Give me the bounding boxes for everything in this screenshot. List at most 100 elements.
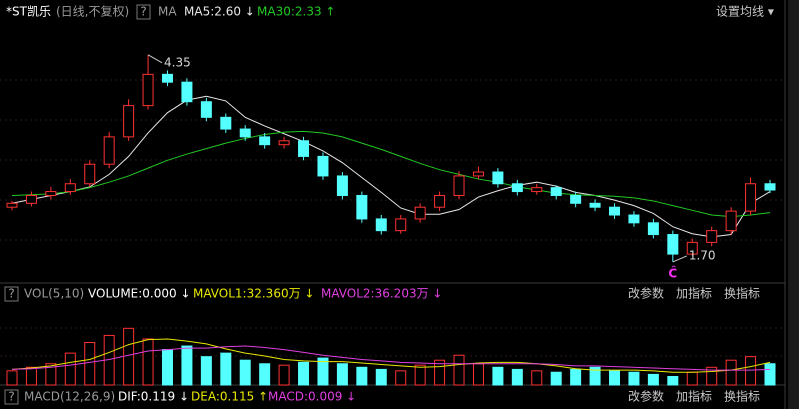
- volume-bar: [492, 366, 504, 386]
- candle-body: [531, 187, 543, 193]
- candle-body: [181, 81, 193, 103]
- candle-body: [200, 101, 212, 118]
- candle-body: [725, 210, 737, 232]
- volume-bar: [686, 371, 698, 386]
- candle-body: [336, 175, 348, 196]
- candle-body: [25, 194, 37, 204]
- candle-body: [628, 214, 640, 224]
- help-icon[interactable]: ?: [8, 287, 14, 301]
- ma-line: [11, 130, 771, 218]
- legend-item: MA30:2.33 ↑: [257, 5, 335, 19]
- candle-body: [609, 206, 621, 216]
- candle-body: [298, 140, 310, 157]
- candle-body: [84, 163, 96, 185]
- candle-body: [667, 234, 679, 255]
- volume-bar: [356, 366, 368, 386]
- candle-body: [64, 183, 76, 193]
- volume-bar: [706, 366, 718, 386]
- volume-bar: [200, 356, 212, 386]
- candle-body: [375, 218, 387, 232]
- candle-body: [142, 73, 154, 107]
- volume-bar: [259, 363, 271, 386]
- volume-bar: [472, 363, 484, 386]
- volume-bar: [25, 366, 37, 386]
- help-icon[interactable]: ?: [8, 390, 14, 404]
- volume-bar: [161, 349, 173, 386]
- volume-bar: [764, 363, 776, 386]
- volume-bar: [298, 361, 310, 386]
- toolbar-button[interactable]: 换指标: [724, 389, 760, 404]
- candle-body: [434, 194, 446, 208]
- volume-bar: [647, 373, 659, 386]
- candle-body: [6, 202, 18, 208]
- toolbar-button[interactable]: 加指标: [676, 389, 712, 404]
- indicator-title: MACD(12,26,9): [24, 390, 115, 404]
- candle-body: [764, 183, 776, 191]
- legend-item: MA5:2.60 ↓: [184, 5, 255, 19]
- volume-bar: [511, 368, 523, 386]
- volume-bar: [667, 376, 679, 386]
- indicator-title: VOL(5,10): [24, 287, 84, 301]
- toolbar-button[interactable]: 换指标: [724, 286, 760, 301]
- volume-bar: [725, 359, 737, 386]
- toolbar-button[interactable]: 改参数: [628, 286, 664, 301]
- help-button[interactable]: [136, 4, 151, 20]
- volume-bar: [628, 371, 640, 386]
- legend-item: MAVOL1:32.360万 ↓: [193, 287, 314, 301]
- volume-bar: [6, 370, 18, 386]
- annotation-line: [672, 255, 688, 263]
- candle-body: [706, 230, 718, 243]
- help-button[interactable]: [4, 286, 19, 302]
- min-label: 1.70: [689, 248, 716, 262]
- period: (日线,不复权): [56, 5, 129, 19]
- candle-body: [395, 218, 407, 232]
- volume-bar: [414, 364, 426, 386]
- annotation-line: [147, 54, 163, 64]
- indicator-value: MACD:0.009 ↓: [268, 390, 356, 404]
- volume-bar: [395, 370, 407, 386]
- volume-bar: [609, 370, 621, 386]
- candle-body: [414, 206, 426, 220]
- candle-body: [570, 194, 582, 204]
- ma-settings[interactable]: 设置均线 ▾: [716, 5, 774, 19]
- candle-body: [550, 187, 562, 196]
- candle-body: [317, 155, 329, 177]
- volume-bar: [589, 366, 601, 386]
- mavol-line: [11, 338, 771, 373]
- candle-body: [103, 136, 115, 165]
- volume-bar: [123, 327, 135, 386]
- scrollbar[interactable]: [788, 0, 799, 409]
- candle-body: [492, 171, 504, 185]
- max-label: 4.35: [164, 55, 191, 69]
- volume-bar: [239, 359, 251, 386]
- volume-bar: [570, 368, 582, 386]
- volume-bar: [45, 363, 57, 386]
- indicator-value: DEA:0.115 ↑: [191, 390, 268, 404]
- volume-bar: [434, 359, 446, 386]
- ma-line: [11, 95, 771, 238]
- candle-body: [123, 105, 135, 138]
- candle-body: [745, 183, 757, 212]
- candle-body: [45, 191, 57, 196]
- volume-bar: [375, 368, 387, 386]
- volume-bar: [278, 364, 290, 386]
- signal-marker: Ĉ: [668, 265, 677, 280]
- volume-bar: [453, 354, 465, 386]
- indicator-value: DIF:0.119 ↓: [118, 390, 189, 404]
- volume-bar: [317, 357, 329, 386]
- toolbar-button[interactable]: 改参数: [628, 389, 664, 404]
- candle-body: [589, 202, 601, 208]
- volume-bar: [531, 370, 543, 386]
- toolbar-button[interactable]: 加指标: [676, 286, 712, 301]
- candle-body: [220, 116, 232, 130]
- volume-bar: [181, 345, 193, 386]
- help-icon[interactable]: ?: [140, 5, 146, 19]
- ma-label: MA: [158, 5, 177, 19]
- volume-bar: [64, 352, 76, 386]
- mavol-line: [11, 345, 771, 371]
- help-button[interactable]: [4, 389, 19, 405]
- volume-bar: [336, 363, 348, 386]
- volume-bar: [142, 338, 154, 386]
- volume-bar: [745, 356, 757, 386]
